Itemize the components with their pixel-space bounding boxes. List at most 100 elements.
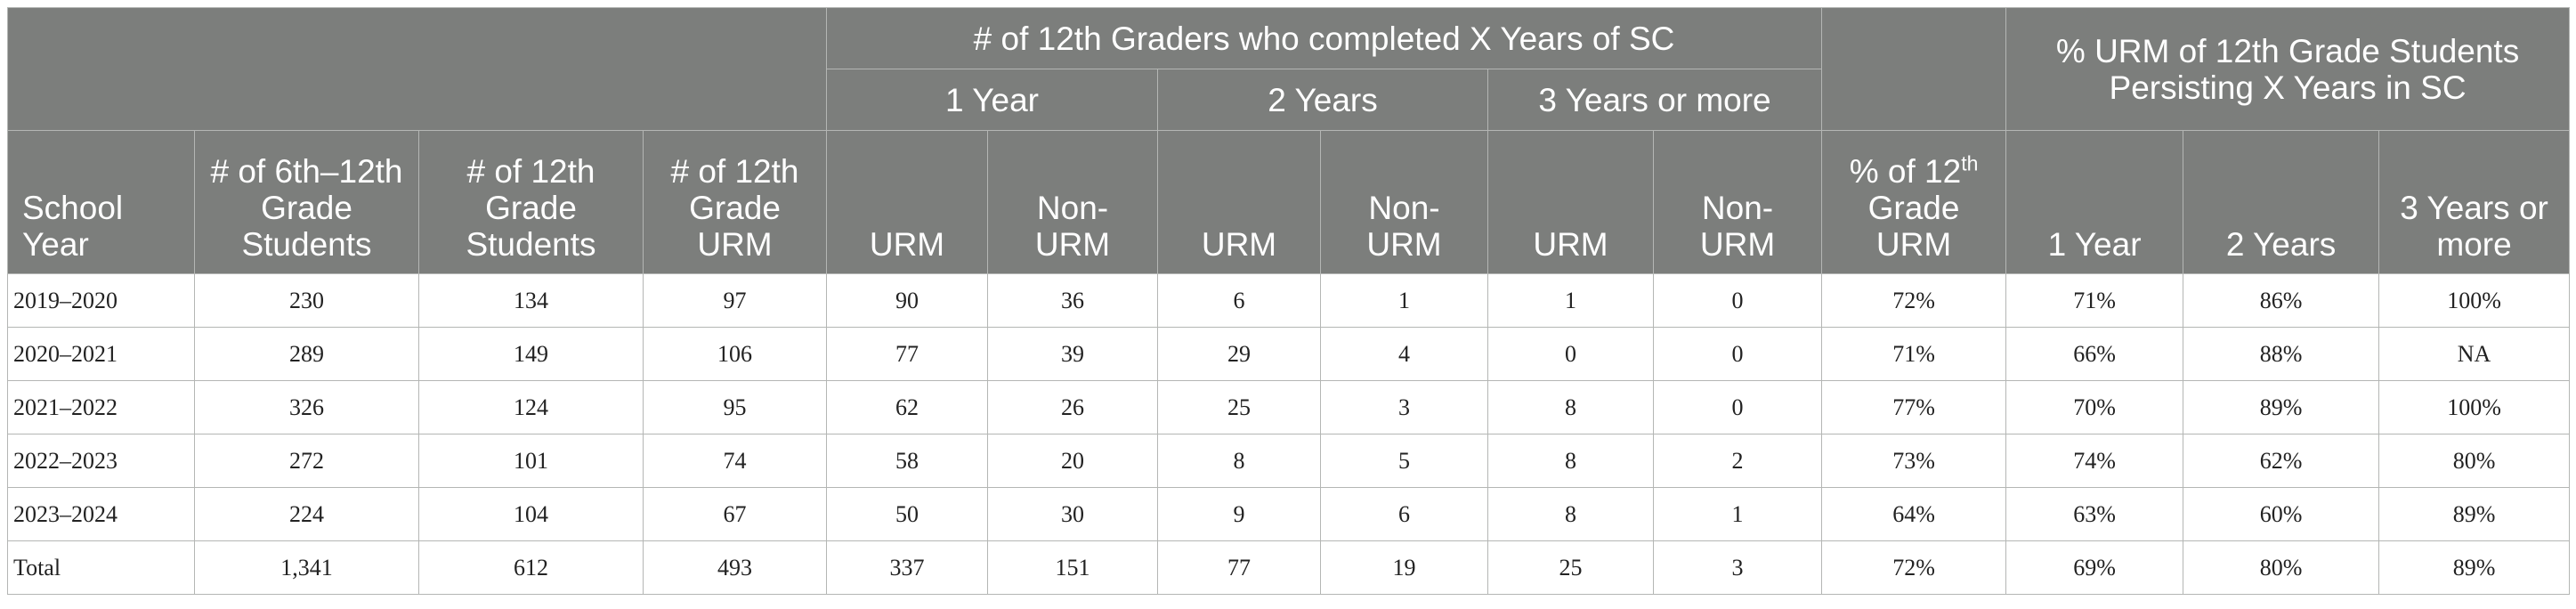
table-cell: 29 [1157, 327, 1321, 381]
table-cell: 77 [1157, 540, 1321, 595]
table-cell: 101 [418, 434, 644, 488]
table-cell: 612 [418, 540, 644, 595]
table-cell: 67 [643, 487, 827, 541]
header-blank-pct-cell [1821, 7, 2007, 131]
header-sub-1-year: 1 Year [826, 69, 1158, 131]
header-6-12-students: # of 6th–12th Grade Students [194, 130, 419, 274]
table-cell: 50 [826, 487, 988, 541]
table-cell: 337 [826, 540, 988, 595]
table-cell: 1,341 [194, 540, 419, 595]
table-cell: 151 [987, 540, 1158, 595]
table-cell: 106 [643, 327, 827, 381]
table-cell: 88% [2183, 327, 2380, 381]
table-container: # of 12th Graders who completed X Years … [7, 7, 2571, 595]
row-label-cell: Total [7, 540, 195, 595]
table-cell: 326 [194, 380, 419, 434]
header-group-persisting: % URM of 12th Grade Students Persisting … [2005, 7, 2571, 131]
table-cell: 64% [1821, 487, 2007, 541]
header-row-years: 1 Year 2 Years 3 Years or more [8, 69, 2570, 131]
table-cell: 3 [1652, 540, 1823, 595]
header-sub-2-years: 2 Years [1157, 69, 1488, 131]
row-label-cell: 2019–2020 [7, 273, 195, 328]
table-cell: 71% [2005, 273, 2184, 328]
table-cell: 72% [1821, 540, 2007, 595]
table-cell: 63% [2005, 487, 2184, 541]
table-cell: 30 [987, 487, 1158, 541]
table-cell: 58 [826, 434, 988, 488]
table-row: 2022–2023 272 101 74 58 20 8 5 8 2 73% 74% 62% 80% [7, 434, 2571, 488]
table-cell: 104 [418, 487, 644, 541]
table-cell: 5 [1320, 434, 1488, 488]
header-row-columns: School Year # of 6th–12th Grade Students… [7, 130, 2571, 274]
header-1yr-non-urm: Non-URM [987, 130, 1158, 274]
row-label-cell: 2021–2022 [7, 380, 195, 434]
table-cell: NA [2378, 327, 2571, 381]
header-group-completed: # of 12th Graders who completed X Years … [825, 7, 1823, 69]
table-cell: 72% [1821, 273, 2007, 328]
table-cell: 20 [987, 434, 1158, 488]
table-cell: 0 [1652, 327, 1823, 381]
header-pct-1-year: 1 Year [2005, 130, 2184, 274]
table-cell: 8 [1487, 380, 1654, 434]
data-table: # of 12th Graders who completed X Years … [7, 7, 2571, 595]
header-pct-12-urm-suffix: Grade URM [1867, 190, 1960, 263]
row-label-cell: 2020–2021 [7, 327, 195, 381]
table-cell: 36 [987, 273, 1158, 328]
table-cell: 77% [1821, 380, 2007, 434]
header-pct-12-urm-sup: th [1961, 151, 1979, 175]
table-cell: 73% [1821, 434, 2007, 488]
table-cell: 86% [2183, 273, 2380, 328]
header-2yr-urm: URM [1157, 130, 1321, 274]
table-cell: 25 [1157, 380, 1321, 434]
table-row: 2019–2020 230 134 97 90 36 6 1 1 0 72% 71% 86% 100% [7, 273, 2571, 328]
table-cell: 8 [1487, 434, 1654, 488]
table-cell: 25 [1487, 540, 1654, 595]
header-school-year: School Year [7, 130, 195, 274]
header-pct-12-urm-prefix: % of 12 [1849, 153, 1962, 190]
table-cell: 8 [1487, 487, 1654, 541]
table-body: 2019–2020 230 134 97 90 36 6 1 1 0 72% 71% 86% 100% 20… [7, 273, 2571, 595]
table-cell: 26 [987, 380, 1158, 434]
table-cell: 8 [1157, 434, 1321, 488]
table-row: Total 1,341 612 493 337 151 77 19 25 3 72% 69% 80% 89… [7, 540, 2571, 595]
table-cell: 89% [2378, 540, 2571, 595]
header-pct-12-urm: % of 12th Grade URM [1821, 130, 2007, 274]
table-cell: 74% [2005, 434, 2184, 488]
table-cell: 0 [1652, 273, 1823, 328]
row-label-cell: 2022–2023 [7, 434, 195, 488]
table-row: 2023–2024 224 104 67 50 30 9 6 8 1 64% 63% 60% 89% [7, 487, 2571, 541]
table-cell: 90 [826, 273, 988, 328]
table-cell: 0 [1487, 327, 1654, 381]
table-cell: 224 [194, 487, 419, 541]
table-cell: 149 [418, 327, 644, 381]
header-pct-3-years: 3 Years or more [2378, 130, 2571, 274]
table-cell: 1 [1487, 273, 1654, 328]
header-pct-2-years: 2 Years [2183, 130, 2380, 274]
header-2yr-non-urm: Non-URM [1320, 130, 1488, 274]
table-cell: 100% [2378, 273, 2571, 328]
header-row-groups: # of 12th Graders who completed X Years … [7, 7, 2571, 131]
table-cell: 2 [1652, 434, 1823, 488]
table-cell: 62% [2183, 434, 2380, 488]
table-cell: 3 [1320, 380, 1488, 434]
table-cell: 80% [2183, 540, 2380, 595]
table-cell: 1 [1320, 273, 1488, 328]
table-cell: 230 [194, 273, 419, 328]
header-3yr-urm: URM [1487, 130, 1654, 274]
table-cell: 89% [2183, 380, 2380, 434]
table-cell: 95 [643, 380, 827, 434]
table-cell: 39 [987, 327, 1158, 381]
table-cell: 19 [1320, 540, 1488, 595]
table-cell: 62 [826, 380, 988, 434]
table-cell: 71% [1821, 327, 2007, 381]
header-blank-cell [7, 7, 827, 131]
table-header: # of 12th Graders who completed X Years … [7, 7, 2571, 274]
table-cell: 134 [418, 273, 644, 328]
header-12-urm: # of 12th Grade URM [643, 130, 827, 274]
table-cell: 77 [826, 327, 988, 381]
table-cell: 70% [2005, 380, 2184, 434]
header-sub-3-years: 3 Years or more [1486, 69, 1823, 131]
table-cell: 6 [1320, 487, 1488, 541]
row-label-cell: 2023–2024 [7, 487, 195, 541]
table-cell: 6 [1157, 273, 1321, 328]
